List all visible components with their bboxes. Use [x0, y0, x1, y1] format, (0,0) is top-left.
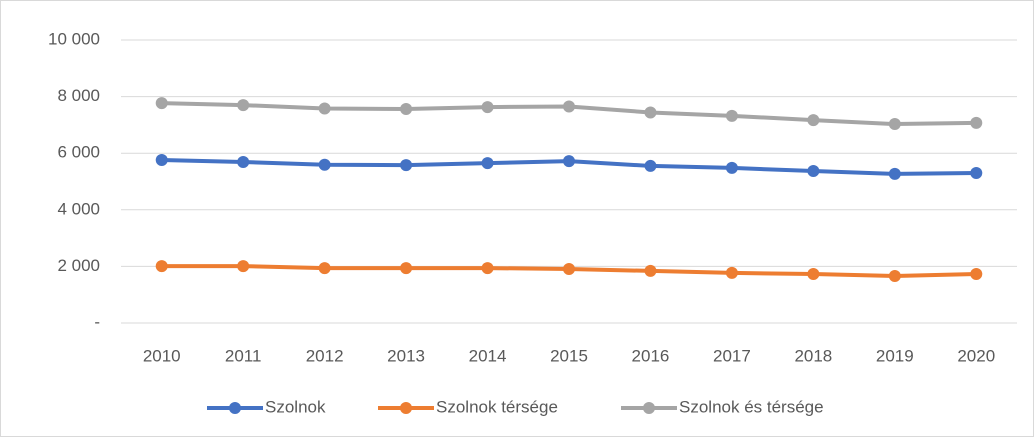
point [970, 268, 983, 281]
point [155, 260, 168, 273]
point [807, 268, 820, 281]
point [155, 153, 168, 166]
point [237, 99, 250, 112]
point [644, 264, 657, 277]
legend-marker [643, 402, 655, 414]
x-tick-label: 2010 [143, 346, 181, 365]
x-tick-label: 2014 [469, 346, 507, 365]
legend-marker [400, 402, 412, 414]
point [970, 167, 983, 180]
legend-label: Szolnok térsége [436, 397, 558, 416]
point [888, 118, 901, 131]
point [725, 161, 738, 174]
point [400, 159, 413, 172]
point [644, 159, 657, 172]
x-tick-label: 2018 [794, 346, 832, 365]
x-tick-label: 2020 [957, 346, 995, 365]
point [318, 102, 331, 115]
point [888, 167, 901, 180]
point [807, 165, 820, 178]
point [725, 109, 738, 122]
point [563, 100, 575, 113]
x-tick-label: 2016 [632, 346, 670, 365]
point [888, 270, 901, 283]
legend-label: Szolnok [265, 397, 326, 416]
legend-label: Szolnok és térsége [679, 397, 824, 416]
point [155, 97, 168, 110]
y-tick-label: 6 000 [57, 143, 100, 162]
point [563, 262, 575, 275]
point [644, 106, 657, 119]
point [481, 157, 494, 170]
x-tick-label: 2019 [876, 346, 914, 365]
point [237, 155, 250, 168]
point [970, 116, 983, 129]
x-tick-label: 2013 [387, 346, 425, 365]
point [400, 262, 413, 275]
x-tick-label: 2015 [550, 346, 588, 365]
x-tick-label: 2012 [306, 346, 344, 365]
point [400, 103, 413, 116]
point [481, 101, 494, 114]
y-tick-label: 10 000 [48, 29, 100, 48]
x-tick-label: 2011 [225, 346, 262, 365]
point [237, 260, 250, 273]
x-tick-label: 2017 [713, 346, 751, 365]
point [807, 114, 820, 127]
y-tick-label: 2 000 [57, 256, 100, 275]
y-tick-label: 8 000 [57, 86, 100, 105]
point [563, 155, 575, 168]
point [318, 262, 331, 275]
point [481, 262, 494, 275]
y-tick-label: 4 000 [57, 199, 100, 218]
point [725, 266, 738, 279]
point [318, 158, 331, 171]
y-tick-label: - [94, 312, 100, 331]
legend-marker [229, 402, 241, 414]
